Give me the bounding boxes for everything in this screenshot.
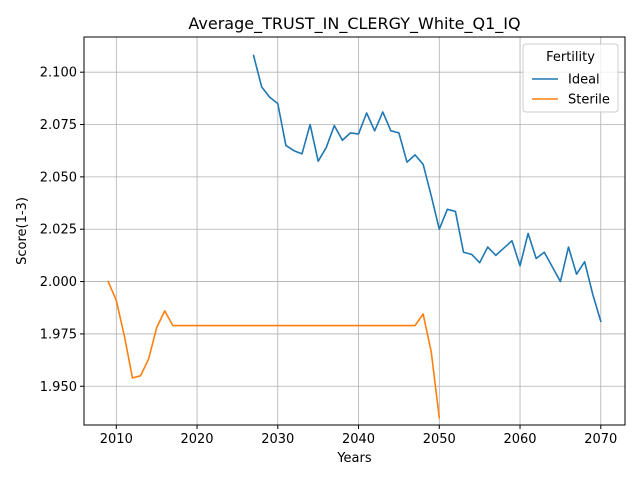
- x-axis-label: Years: [336, 451, 372, 466]
- y-tick-label: 2.000: [40, 275, 77, 290]
- y-tick-label: 1.950: [40, 380, 77, 395]
- y-tick-label: 2.100: [40, 66, 77, 81]
- x-tick-label: 2040: [342, 432, 375, 447]
- x-tick-label: 2030: [261, 432, 294, 447]
- legend-label-sterile: Sterile: [568, 93, 610, 108]
- x-tick-label: 2020: [180, 432, 213, 447]
- x-tick-label: 2010: [100, 432, 133, 447]
- y-axis: 1.950 1.975 2.000 2.025 2.050 2.075 2.100: [40, 66, 84, 395]
- x-axis: 2010 2020 2030 2040 2050 2060 2070: [100, 425, 617, 447]
- series-line-sterile: [107, 280, 441, 419]
- series-lines: [107, 54, 602, 419]
- y-tick-label: 2.050: [40, 170, 77, 185]
- x-tick-label: 2070: [584, 432, 617, 447]
- legend-box: [522, 43, 619, 113]
- legend: Fertility Ideal Sterile: [522, 43, 619, 113]
- plot-frame: [83, 36, 626, 426]
- legend-title: Fertility: [546, 50, 595, 65]
- grid: [84, 37, 625, 425]
- legend-items: Ideal Sterile: [532, 73, 610, 108]
- x-tick-label: 2060: [503, 432, 536, 447]
- x-tick-label: 2050: [423, 432, 456, 447]
- y-axis-label: Score(1-3): [15, 197, 30, 265]
- y-tick-label: 2.025: [40, 223, 77, 238]
- y-tick-label: 2.075: [40, 118, 77, 133]
- y-tick-label: 1.975: [40, 327, 77, 342]
- series-line-ideal: [252, 54, 602, 323]
- legend-label-ideal: Ideal: [568, 73, 600, 88]
- chart-title: Average_TRUST_IN_CLERGY_White_Q1_IQ: [188, 14, 520, 34]
